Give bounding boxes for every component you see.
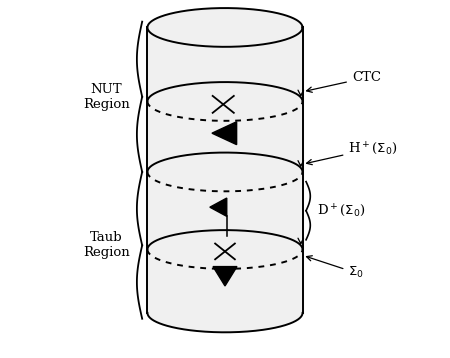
Polygon shape [148,8,302,47]
Polygon shape [213,267,237,286]
Polygon shape [210,198,227,216]
Polygon shape [148,294,302,332]
Text: $\Sigma_0$: $\Sigma_0$ [306,256,364,280]
Text: CTC: CTC [306,71,381,92]
Text: NUT
Region: NUT Region [83,83,130,111]
Text: H$^+$($\Sigma_0$): H$^+$($\Sigma_0$) [306,140,398,165]
Polygon shape [212,122,237,145]
Text: Taub
Region: Taub Region [83,231,130,259]
Text: D$^+$($\Sigma_0$): D$^+$($\Sigma_0$) [317,203,365,219]
Bar [148,28,302,313]
